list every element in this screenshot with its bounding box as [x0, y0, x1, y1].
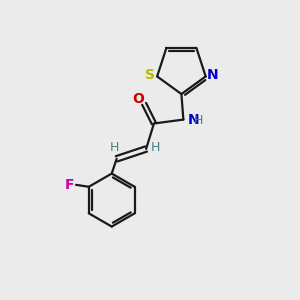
- Text: H: H: [194, 114, 203, 127]
- Text: N: N: [207, 68, 218, 83]
- Text: N: N: [187, 112, 199, 127]
- Text: F: F: [64, 178, 74, 192]
- Text: H: H: [151, 141, 160, 154]
- Text: S: S: [145, 68, 155, 83]
- Text: O: O: [132, 92, 144, 106]
- Text: H: H: [110, 141, 119, 154]
